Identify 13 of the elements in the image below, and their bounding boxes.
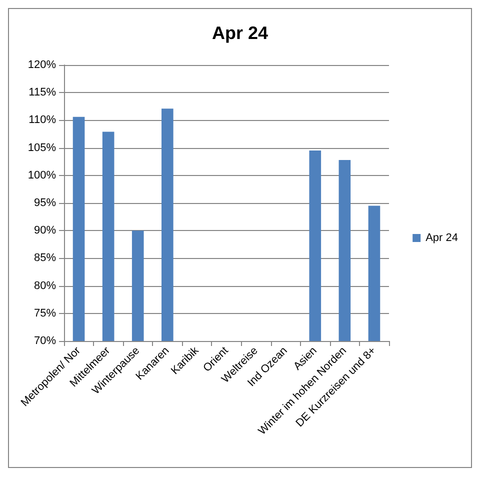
legend-label: Apr 24 (426, 232, 458, 244)
y-tick-label: 70% (34, 335, 56, 347)
y-tick-label: 115% (28, 86, 56, 99)
y-tick-label: 85% (34, 252, 56, 264)
y-tick-label: 100% (28, 169, 56, 182)
y-tick-label: 105% (28, 142, 56, 154)
chart-title: Apr 24 (212, 23, 268, 43)
y-tick-label: 80% (34, 280, 56, 292)
y-tick-label: 95% (34, 197, 56, 209)
y-tick-label: 90% (34, 224, 56, 237)
y-tick-label: 120% (28, 59, 56, 71)
y-tick-label: 75% (34, 307, 56, 320)
y-tick-label: 110% (28, 114, 56, 126)
